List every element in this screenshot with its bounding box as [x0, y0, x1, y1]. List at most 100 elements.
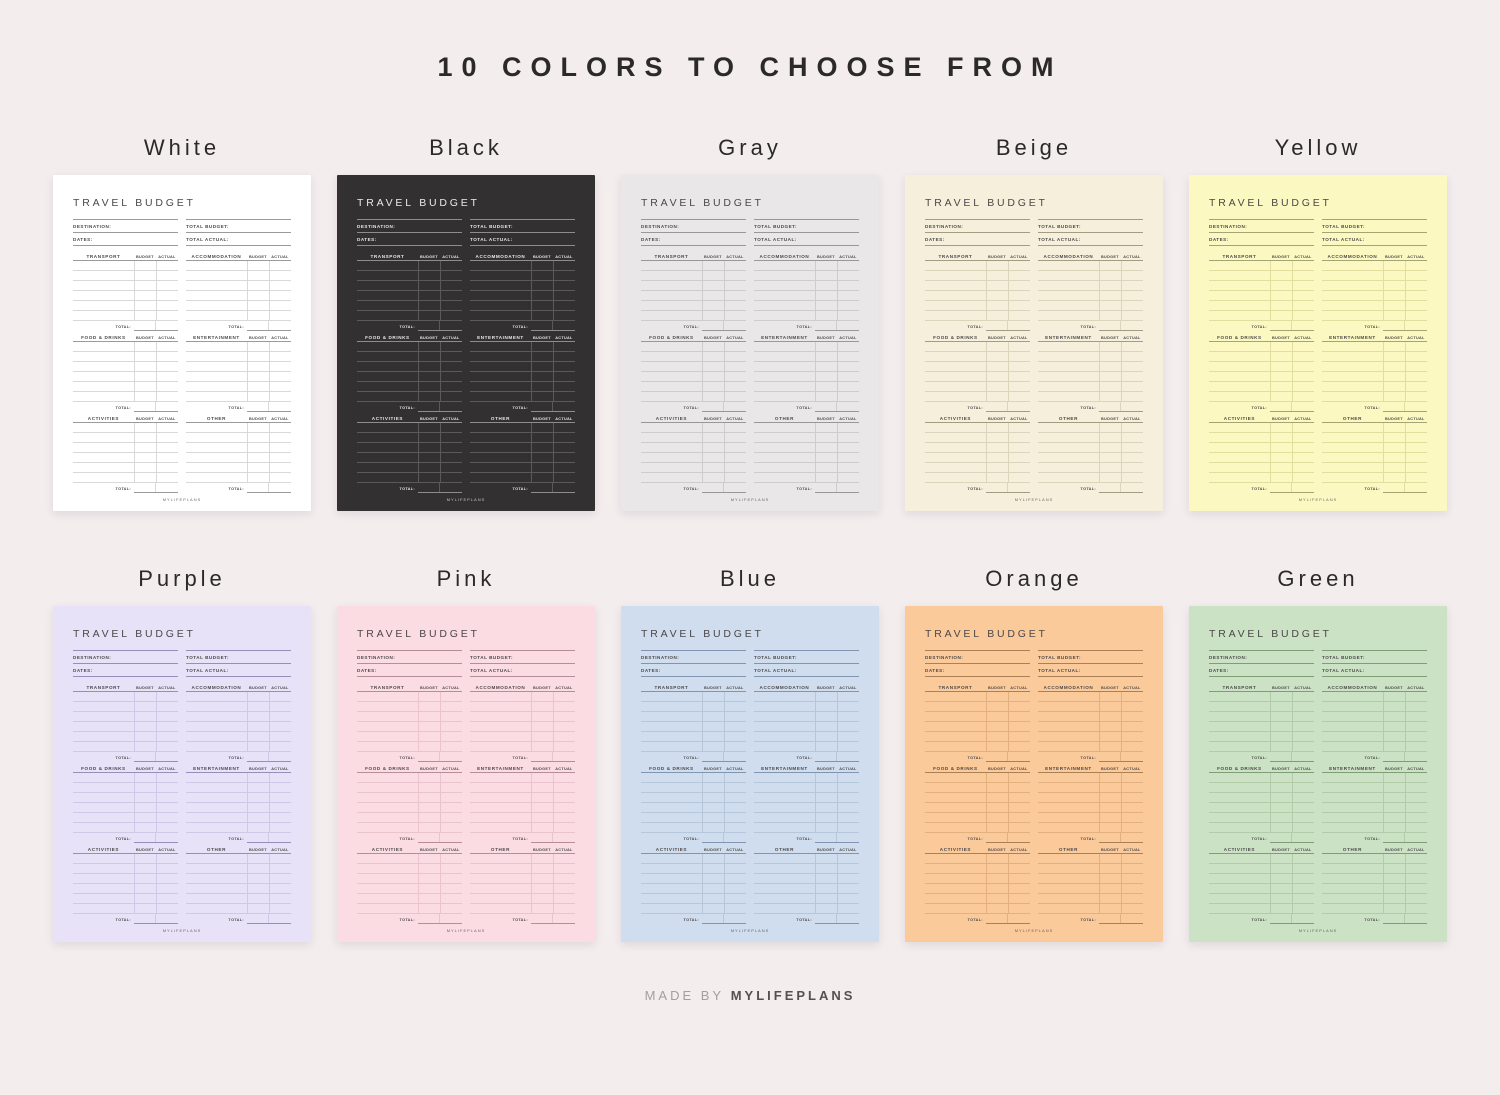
- actual-cell: [1007, 884, 1030, 893]
- item-cell: [1322, 392, 1383, 401]
- item-cell: [357, 692, 418, 701]
- budget-section: ENTERTAINMENT BUDGET ACTUAL TOTAL:: [470, 764, 575, 845]
- actual-cell: [1404, 423, 1427, 432]
- section-title: FOOD & DRINKS: [81, 335, 126, 340]
- section-header: ENTERTAINMENT BUDGET ACTUAL: [186, 333, 291, 342]
- actual-cell: [1404, 722, 1427, 731]
- budget-section: ENTERTAINMENT BUDGET ACTUAL TOTAL:: [1322, 333, 1427, 414]
- total-budget-cell: [986, 833, 1008, 842]
- section-header: FOOD & DRINKS BUDGET ACTUAL: [73, 333, 178, 342]
- item-cell: [73, 291, 134, 300]
- actual-cell: [439, 813, 462, 822]
- table-row: [641, 894, 746, 904]
- budget-cell: [246, 742, 269, 751]
- budget-section: FOOD & DRINKS BUDGET ACTUAL TOTAL:: [1209, 333, 1314, 414]
- item-cell: [186, 382, 247, 391]
- total-cells: [417, 833, 462, 843]
- budget-cell: [985, 692, 1008, 701]
- planner-fields: DESTINATION: DATES: TOTAL BUDGET: TOTAL AC…: [357, 219, 575, 246]
- actual-cell: [155, 453, 178, 462]
- planner-card-preview: TRAVEL BUDGET DESTINATION: DATES: TOTAL B…: [53, 175, 311, 511]
- planner-card-preview: TRAVEL BUDGET DESTINATION: DATES: TOTAL B…: [905, 606, 1163, 942]
- budget-cell: [1382, 793, 1405, 802]
- table-row: [470, 904, 575, 914]
- total-label: TOTAL:: [796, 756, 812, 760]
- budget-cell: [701, 783, 724, 792]
- total-actual-cell: [1291, 321, 1314, 330]
- actual-cell: [1404, 261, 1427, 270]
- section-total-row: TOTAL:: [186, 483, 291, 495]
- budget-column-header: BUDGET: [135, 255, 154, 259]
- actual-column-header: ACTUAL: [1294, 686, 1312, 690]
- fields-right: TOTAL BUDGET: TOTAL ACTUAL:: [1038, 650, 1143, 677]
- table-row: [641, 813, 746, 823]
- budget-section: FOOD & DRINKS BUDGET ACTUAL TOTAL:: [357, 333, 462, 414]
- actual-cell: [439, 904, 462, 913]
- section-total-row: TOTAL:: [1322, 321, 1427, 333]
- planner-fields: DESTINATION: DATES: TOTAL BUDGET: TOTAL AC…: [357, 650, 575, 677]
- item-cell: [925, 271, 986, 280]
- total-budget-cell: [815, 321, 837, 330]
- section-header: ACTIVITIES BUDGET ACTUAL: [357, 845, 462, 854]
- item-cell: [641, 311, 702, 320]
- table-row: [470, 352, 575, 362]
- budget-section: ENTERTAINMENT BUDGET ACTUAL TOTAL:: [470, 333, 575, 414]
- total-actual-cell: [836, 833, 859, 842]
- table-row: [641, 281, 746, 291]
- actual-column-header: ACTUAL: [271, 336, 289, 340]
- budget-cell: [417, 803, 440, 812]
- actual-cell: [723, 874, 746, 883]
- actual-cell: [1404, 803, 1427, 812]
- item-cell: [1038, 362, 1099, 371]
- budget-section: ACCOMMODATION BUDGET ACTUAL TOTAL:: [1038, 683, 1143, 764]
- color-variant-label: Black: [429, 135, 503, 160]
- total-actual-cell: [1007, 914, 1030, 923]
- section-title: OTHER: [1058, 416, 1078, 421]
- total-budget-cell: [1099, 914, 1121, 923]
- budget-cell: [1098, 382, 1121, 391]
- total-actual-cell: [723, 914, 746, 923]
- table-row: [1038, 702, 1143, 712]
- budget-section: ACCOMMODATION BUDGET ACTUAL TOTAL:: [186, 252, 291, 333]
- total-cells: [1382, 914, 1427, 924]
- total-label: TOTAL:: [228, 487, 244, 491]
- budget-cell: [701, 732, 724, 741]
- budget-cell: [417, 712, 440, 721]
- budget-section: OTHER BUDGET ACTUAL TOTAL:: [470, 845, 575, 926]
- actual-cell: [1291, 894, 1314, 903]
- item-cell: [925, 372, 986, 381]
- item-cell: [73, 702, 134, 711]
- budget-section: ACTIVITIES BUDGET ACTUAL TOTAL:: [641, 414, 746, 495]
- card-brand: MYLIFEPLANS: [1014, 497, 1054, 502]
- total-budget-cell: [134, 914, 156, 923]
- actual-column-header: ACTUAL: [158, 848, 176, 852]
- table-row: [925, 453, 1030, 463]
- table-row: [925, 793, 1030, 803]
- item-cell: [1322, 473, 1383, 482]
- color-variant-label: White: [143, 135, 221, 160]
- actual-cell: [439, 352, 462, 361]
- total-actual-cell: [552, 483, 575, 492]
- actual-cell: [1404, 352, 1427, 361]
- item-cell: [1322, 742, 1383, 751]
- budget-cell: [814, 433, 837, 442]
- table-row: [754, 702, 859, 712]
- item-cell: [73, 433, 134, 442]
- item-cell: [641, 342, 702, 351]
- planner-field-label: DESTINATION:: [641, 651, 746, 664]
- actual-column-header: ACTUAL: [726, 686, 744, 690]
- item-cell: [470, 261, 531, 270]
- actual-cell: [1404, 793, 1427, 802]
- budget-cell: [530, 884, 553, 893]
- item-cell: [73, 692, 134, 701]
- item-cell: [925, 291, 986, 300]
- table-row: [754, 793, 859, 803]
- table-row: [470, 854, 575, 864]
- item-cell: [73, 732, 134, 741]
- table-row: [73, 453, 178, 463]
- item-cell: [73, 392, 134, 401]
- fields-left: DESTINATION: DATES:: [925, 650, 1030, 677]
- total-cells: [246, 483, 291, 493]
- budget-cell: [1098, 904, 1121, 913]
- planner-card-preview: TRAVEL BUDGET DESTINATION: DATES: TOTAL B…: [337, 175, 595, 511]
